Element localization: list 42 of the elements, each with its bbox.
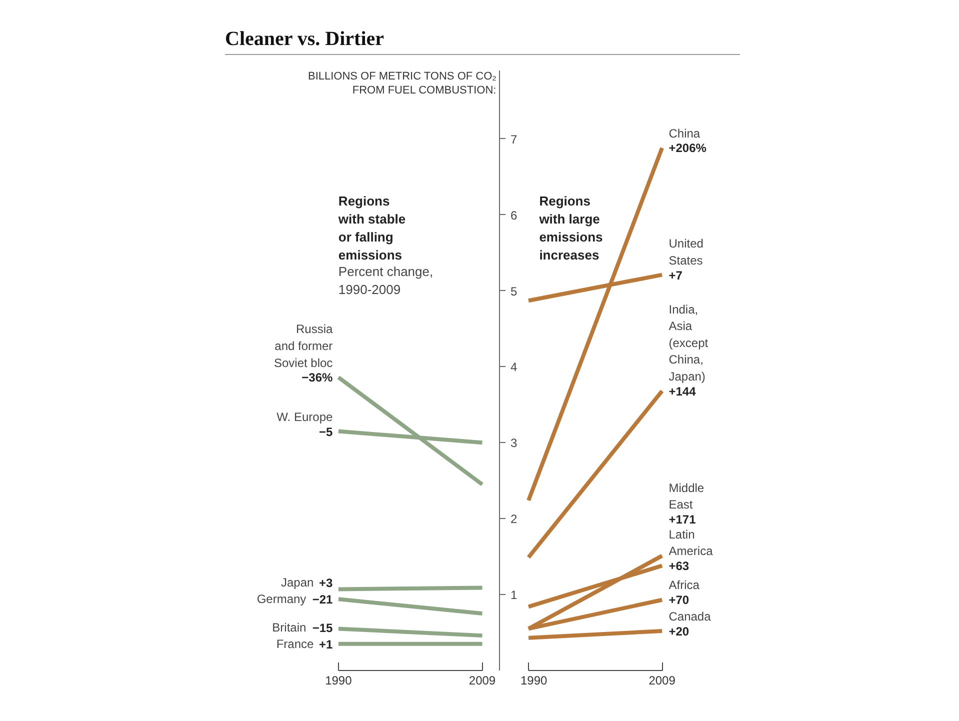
series-label: Russia and former Soviet bloc (274, 322, 333, 370)
chart-title: Cleaner vs. Dirtier (225, 27, 384, 52)
y-tick-label: 7 (510, 132, 518, 146)
annotation: +63 (668, 559, 690, 574)
x-tick-label: 1990 (520, 674, 548, 688)
annotation: +3 (318, 576, 333, 590)
series-label: Canada (668, 610, 712, 624)
text: Germany (256, 592, 306, 606)
x-tick-label: 2009 (648, 674, 676, 688)
text: Middle East (668, 480, 704, 512)
annotation: +1 (318, 637, 333, 652)
series-label: United States (668, 236, 704, 268)
annotation: +70 (668, 592, 690, 607)
y-tick-label: 2 (510, 512, 518, 526)
annotation: +7 (668, 268, 683, 282)
annotation: +144 (668, 384, 696, 399)
y-tick-label: 3 (510, 436, 518, 450)
annotation: −21 (312, 592, 333, 607)
series-label: India, Asia (except China, Japan) (668, 302, 709, 384)
series-label: Africa (668, 578, 700, 592)
annotation: −5 (318, 424, 333, 439)
x-tick-label: 1990 (325, 674, 352, 688)
annotation: +206% (668, 140, 707, 155)
text: Britain (272, 620, 306, 634)
annotation: −36% (302, 370, 334, 384)
text: Japan (280, 576, 314, 590)
y-tick-label: 1 (510, 588, 518, 602)
text: France (276, 636, 314, 651)
x-tick-label: 2009 (468, 674, 496, 688)
y-tick-label: 5 (510, 284, 518, 298)
y-tick-label: 6 (510, 208, 518, 222)
series-label: China (668, 126, 700, 140)
series-label: Latin America (668, 527, 714, 558)
annotation: −15 (312, 620, 333, 635)
annotation: Regions with large emissions increases (538, 194, 603, 262)
annotation: +171 (668, 512, 696, 527)
y-tick-label: 4 (510, 360, 518, 374)
annotation: Regions with stable or falling emissions (337, 194, 406, 262)
annotation: +20 (668, 624, 690, 639)
series-label: W. Europe (276, 410, 333, 424)
y-axis-title: BILLIONS OF METRIC TONS OF CO₂ FROM FUEL COMBUSTION: (308, 70, 496, 96)
annotation: Percent change, 1990-2009 (338, 264, 434, 297)
